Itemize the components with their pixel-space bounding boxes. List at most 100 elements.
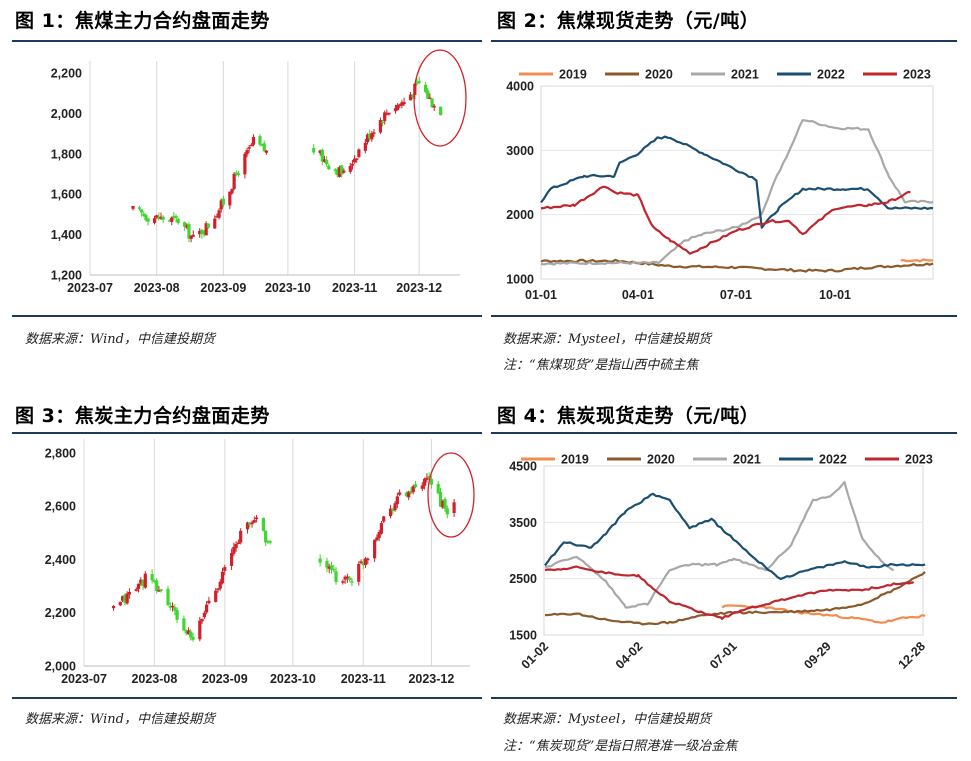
- series-line-2023: [540, 185, 911, 255]
- candle-body: [445, 508, 449, 515]
- candle-body: [159, 589, 163, 591]
- series-line-2023: [544, 565, 915, 620]
- legend-label: 2021: [733, 453, 761, 467]
- candle-body: [189, 235, 193, 239]
- candle-body: [325, 159, 329, 165]
- candle-body: [175, 609, 179, 620]
- y-tick-label: 1,400: [51, 228, 82, 242]
- candle-body: [327, 165, 331, 170]
- candle-body: [428, 97, 432, 100]
- candle-body: [143, 573, 147, 588]
- candle-body: [333, 169, 337, 171]
- candle-body: [131, 206, 135, 209]
- candle-body: [258, 136, 262, 145]
- x-tick-label: 12-28: [896, 639, 929, 672]
- candle-body: [214, 590, 218, 602]
- candle-body: [452, 502, 456, 514]
- legend-label: 2023: [905, 453, 933, 467]
- candle-body: [146, 218, 150, 222]
- figure-2-panel: 图 2：焦煤现货走势（元/吨） 1000 2000 3000 4000 01-01 04-…: [491, 0, 957, 375]
- x-tick-label: 2023-11: [332, 281, 377, 295]
- candle-body: [379, 523, 384, 534]
- figure-3-bottom-rule: [12, 697, 482, 699]
- candle-body: [167, 220, 172, 222]
- candle-body: [420, 485, 424, 489]
- candle-body: [251, 136, 256, 145]
- y-tick-label: 1,800: [51, 147, 82, 161]
- candle-body: [350, 163, 355, 166]
- candle-body: [391, 509, 395, 511]
- x-tick-label: 2023-09: [200, 281, 246, 295]
- candle-body: [411, 486, 415, 493]
- candle-body: [443, 498, 447, 509]
- x-tick-label: 04-01: [622, 288, 654, 302]
- candle-body: [155, 215, 159, 218]
- candle-body: [261, 517, 265, 531]
- candle-body: [430, 98, 434, 108]
- candle-body: [429, 478, 433, 485]
- candle-body: [260, 144, 264, 146]
- candle-body: [327, 566, 331, 569]
- candle-body: [363, 558, 368, 565]
- candle-body: [345, 576, 349, 579]
- candle-body: [373, 539, 377, 559]
- figure-4-title: 图 4：焦炭现货走势（元/吨）: [497, 405, 760, 427]
- candle-body: [387, 112, 391, 115]
- candle-body: [200, 618, 204, 622]
- candle-body: [144, 215, 148, 221]
- legend-label: 2019: [561, 453, 589, 467]
- candle-body: [183, 222, 187, 227]
- figure-2-title: 图 2：焦煤现货走势（元/吨）: [497, 10, 760, 32]
- candle-body: [377, 531, 381, 538]
- candle-body: [202, 232, 206, 234]
- x-tick-label: 07-01: [720, 288, 752, 302]
- candle-body: [139, 579, 143, 584]
- figure-1-panel: 图 1：焦煤主力合约盘面走势 2023-07 2023-08 2023-09 2023…: [12, 0, 482, 355]
- candle-body: [229, 553, 234, 566]
- highlight-circle: [413, 49, 467, 147]
- figure-3-title: 图 3：焦炭主力合约盘面走势: [15, 405, 270, 427]
- x-tick-label: 10-01: [819, 288, 851, 302]
- plot-frame: [540, 85, 934, 280]
- candle-body: [245, 150, 249, 155]
- candle-body: [230, 189, 234, 194]
- candle-body: [325, 560, 329, 568]
- figure-4-top-rule: [491, 432, 957, 434]
- x-tick-label: 01-01: [525, 288, 557, 302]
- candle-body: [348, 165, 352, 172]
- candle-body: [372, 132, 376, 134]
- candle-body: [111, 605, 116, 609]
- x-tick-label: 2023-08: [131, 672, 177, 686]
- y-tick-label: 2,800: [45, 446, 76, 460]
- candle-body: [341, 581, 345, 583]
- candle-body: [150, 574, 154, 581]
- candle-body: [234, 543, 238, 549]
- x-tick-label: 2023-09: [202, 672, 248, 686]
- candle-body: [234, 172, 238, 175]
- legend-label: 2022: [817, 68, 845, 82]
- candle-body: [415, 82, 419, 84]
- y-tick-label: 4500: [509, 460, 537, 474]
- figure-2-note: 注：“焦煤现货”是指山西中硫主焦: [503, 358, 699, 373]
- candle-body: [400, 102, 404, 106]
- candle-body: [334, 571, 338, 582]
- candle-body: [136, 583, 141, 590]
- figure-2-source: 数据来源：Mysteel，中信建投期货: [503, 332, 712, 347]
- candle-body: [218, 581, 222, 589]
- candle-body: [432, 105, 436, 108]
- candle-body: [198, 230, 202, 235]
- candle-body: [202, 612, 206, 618]
- candle-body: [382, 516, 386, 522]
- candle-body: [318, 558, 322, 563]
- candle-body: [438, 491, 443, 507]
- x-tick-label: 2023-10: [265, 281, 311, 295]
- candle-body: [185, 225, 189, 228]
- candle-body: [411, 95, 415, 97]
- figure-4-chart: 1500 2500 3500 4500 01-02 04-02 07-01 09-29 12-2…: [509, 453, 933, 672]
- candle-body: [176, 218, 180, 224]
- legend-label: 2021: [731, 68, 759, 82]
- candle-body: [198, 620, 202, 640]
- candle-body: [134, 589, 138, 591]
- y-tick-label: 2,000: [51, 107, 82, 121]
- candle-body: [398, 492, 402, 495]
